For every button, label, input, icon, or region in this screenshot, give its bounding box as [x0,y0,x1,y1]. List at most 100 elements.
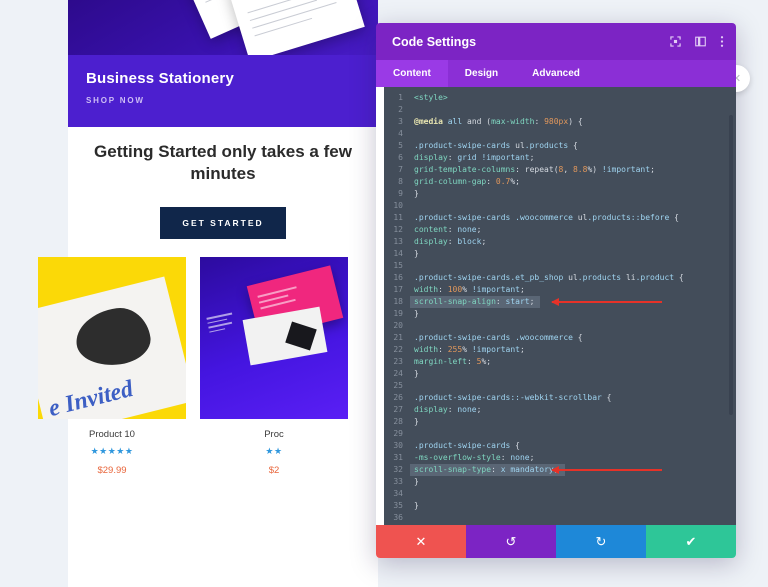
code-text[interactable]: .product-swipe-cards::-webkit-scrollbar … [414,393,612,402]
hero-shop-now-link[interactable]: SHOP NOW [86,95,145,105]
code-text[interactable]: grid-column-gap: 0.7%; [414,177,520,186]
code-text[interactable] [410,200,736,212]
code-line[interactable]: 24} [384,368,736,380]
line-number: 8 [398,177,403,186]
code-line[interactable]: 17 width: 100% !important; [384,284,736,296]
code-line[interactable]: 28} [384,416,736,428]
product-card[interactable]: Proc ★★ $2 [200,257,348,476]
product-thumbnail[interactable]: e Invited [38,257,186,419]
code-line[interactable]: 20 [384,320,736,332]
save-button[interactable]: ✔ [646,525,736,558]
code-line[interactable]: 12 content: none; [384,224,736,236]
code-line[interactable]: 31 -ms-overflow-style: none; [384,452,736,464]
code-line[interactable]: 34 [384,488,736,500]
line-number: 17 [393,285,403,294]
code-line[interactable]: 8 grid-column-gap: 0.7%; [384,176,736,188]
code-line[interactable]: 26 .product-swipe-cards::-webkit-scrollba… [384,392,736,404]
code-line[interactable]: 25 [384,380,736,392]
code-text[interactable]: } [414,501,419,510]
product-card[interactable]: e Invited Product 10 ★★★★★ $29.99 [38,257,186,476]
code-text[interactable]: grid-template-columns: repeat(8, 8.8%) !… [414,165,655,174]
tab-content[interactable]: Content [376,60,448,87]
code-line[interactable]: 3 @media all and (max-width: 980px) { [384,116,736,128]
code-text[interactable]: width: 100% !important; [414,285,525,294]
more-options-icon[interactable] [720,35,724,48]
line-number: 21 [393,333,403,342]
editor-scrollbar[interactable] [729,115,733,415]
code-text[interactable]: } [414,249,419,258]
code-line[interactable]: 30 .product-swipe-cards { [384,440,736,452]
code-text[interactable]: } [414,309,419,318]
product-thumbnail[interactable] [200,257,348,419]
tab-advanced[interactable]: Advanced [532,68,580,79]
code-line[interactable]: 1 <style> [384,92,736,104]
code-text[interactable]: .product-swipe-cards ul.products { [414,141,578,150]
code-text[interactable]: <style> [414,93,448,102]
product-swipe-cards[interactable]: e Invited Product 10 ★★★★★ $29.99 Proc ★… [38,257,458,476]
code-text[interactable]: display: block; [414,237,487,246]
code-text[interactable]: } [414,189,419,198]
code-text[interactable] [410,260,736,272]
code-text[interactable]: display: none; [414,405,482,414]
code-text[interactable]: .product-swipe-cards { [414,441,520,450]
tab-design[interactable]: Design [464,68,499,79]
code-line[interactable]: 21 .product-swipe-cards .woocommerce { [384,332,736,344]
line-number: 24 [393,369,403,378]
code-text[interactable] [410,428,736,440]
code-text[interactable] [410,104,736,116]
code-line[interactable]: 10 [384,200,736,212]
code-line[interactable]: 33} [384,476,736,488]
code-text[interactable]: scroll-snap-type: x mandatory; [410,464,565,476]
redo-button[interactable]: ↻ [556,525,646,558]
code-line[interactable]: 6 display: grid !important; [384,152,736,164]
code-line[interactable]: 2 [384,104,736,116]
code-text[interactable]: display: grid !important; [414,153,535,162]
code-text[interactable]: @media all and (max-width: 980px) { [414,117,583,126]
code-text[interactable]: content: none; [414,225,482,234]
code-line[interactable]: 19} [384,308,736,320]
code-text[interactable]: .product-swipe-cards .woocommerce { [414,333,583,342]
code-line[interactable]: 4 [384,128,736,140]
layout-panel-icon[interactable] [695,36,706,47]
code-line[interactable]: 15 [384,260,736,272]
code-line[interactable]: 22 width: 255% !important; [384,344,736,356]
expand-icon[interactable] [670,36,681,47]
cancel-button[interactable]: ✕ [376,525,466,558]
code-line[interactable]: 13 display: block; [384,236,736,248]
code-line[interactable]: 14} [384,248,736,260]
code-text[interactable]: .product-swipe-cards .woocommerce ul.pro… [414,213,679,222]
code-text[interactable]: } [414,477,419,486]
line-number: 36 [393,513,403,522]
code-text[interactable] [410,512,736,524]
line-number: 31 [393,453,403,462]
undo-button[interactable]: ↺ [466,525,556,558]
code-text[interactable]: scroll-snap-align: start; [410,296,541,308]
code-text[interactable]: } [414,369,419,378]
line-number: 29 [393,429,403,438]
get-started-button[interactable]: GET STARTED [160,207,286,240]
code-line[interactable]: 5 .product-swipe-cards ul.products { [384,140,736,152]
code-line[interactable]: 27 display: none; [384,404,736,416]
code-editor[interactable]: 1 <style> 2 3 @media all and (max-width: 98… [384,87,736,525]
code-text[interactable] [410,128,736,140]
code-line[interactable]: 16 .product-swipe-cards.et_pb_shop ul.pro… [384,272,736,284]
code-line[interactable]: 9} [384,188,736,200]
code-text[interactable]: .product-swipe-cards.et_pb_shop ul.produ… [414,273,684,282]
code-text[interactable]: margin-left: 5%; [414,357,492,366]
code-line[interactable]: 23 margin-left: 5%; [384,356,736,368]
code-text[interactable] [410,380,736,392]
product-rating-stars: ★★★★★ [90,446,134,456]
code-line[interactable]: 29 [384,428,736,440]
code-line[interactable]: 7 grid-template-columns: repeat(8, 8.8%) … [384,164,736,176]
card-text-lines [206,312,235,335]
code-line[interactable]: 32 scroll-snap-type: x mandatory; [384,464,736,476]
code-text[interactable]: } [414,417,419,426]
code-text[interactable]: width: 255% !important; [414,345,525,354]
code-line[interactable]: 18 scroll-snap-align: start; [384,296,736,308]
code-line[interactable]: 11 .product-swipe-cards .woocommerce ul.p… [384,212,736,224]
code-text[interactable] [410,320,736,332]
code-line[interactable]: 36 [384,512,736,524]
code-text[interactable] [410,488,736,500]
code-text[interactable]: -ms-overflow-style: none; [414,453,535,462]
code-line[interactable]: 35} [384,500,736,512]
